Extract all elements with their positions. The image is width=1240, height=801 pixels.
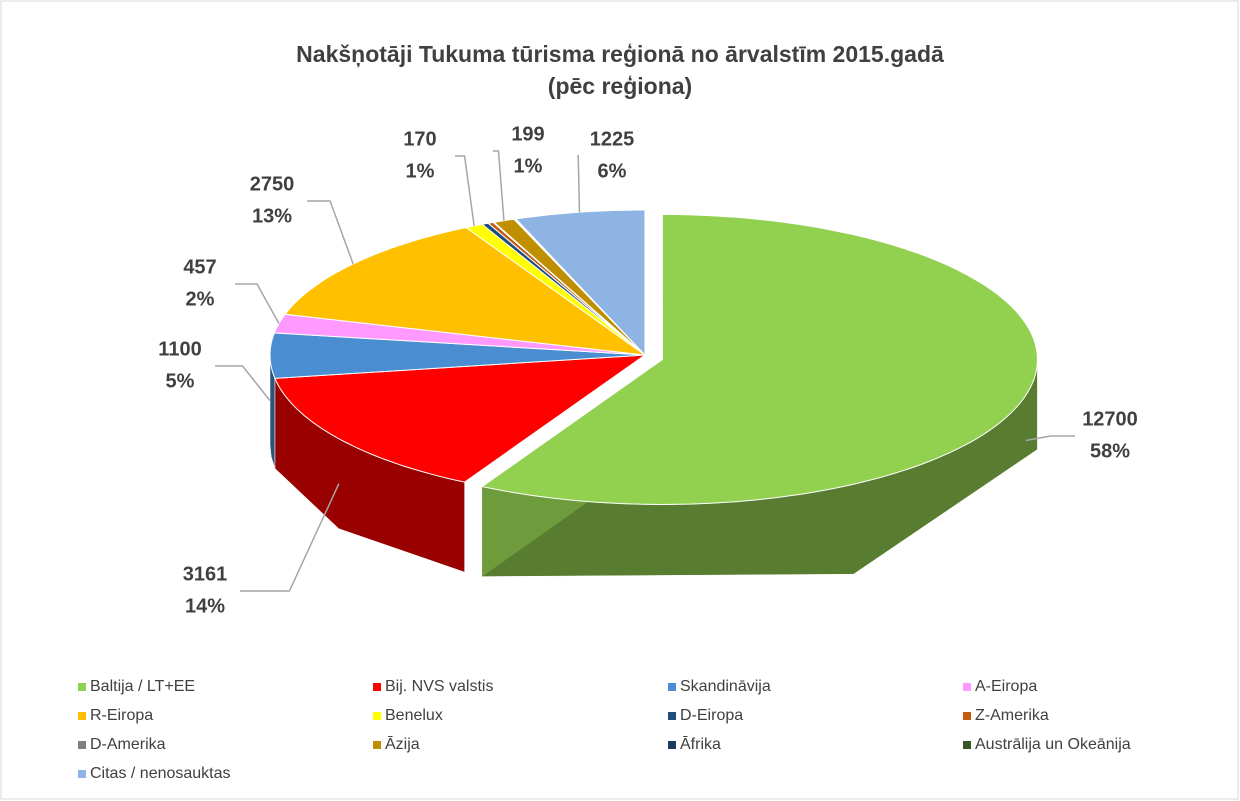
legend-label: D-Amerika [90, 736, 166, 753]
leader-line [240, 483, 340, 592]
legend-label: R-Eiropa [90, 707, 153, 724]
data-label: 2750 [250, 173, 295, 195]
legend-label: A-Eiropa [975, 678, 1037, 695]
legend-swatch [78, 712, 86, 720]
leader-line [577, 155, 581, 213]
slice [274, 354, 647, 483]
data-label: 12700 [1082, 408, 1138, 430]
data-label-percent: 1% [514, 155, 543, 177]
legend-label: Z-Amerika [975, 707, 1049, 724]
legend-label: Skandināvija [680, 678, 771, 695]
legend-swatch [963, 741, 971, 749]
data-label-percent: 1% [406, 160, 435, 182]
leader-line [1025, 435, 1075, 442]
data-label-percent: 13% [252, 205, 292, 227]
legend-label: D-Eiropa [680, 707, 743, 724]
leader-line [307, 200, 354, 265]
slice [269, 332, 646, 379]
data-label: 457 [183, 256, 216, 278]
legend-label: Baltija / LT+EE [90, 678, 195, 695]
legend-swatch [963, 712, 971, 720]
legend-label: Āzija [385, 735, 420, 753]
slice [480, 214, 1038, 506]
data-label: 170 [403, 128, 436, 150]
leader-line [455, 155, 475, 227]
data-label: 3161 [183, 563, 228, 585]
legend-swatch [78, 770, 86, 778]
leader-line [493, 150, 505, 221]
data-label-percent: 14% [185, 595, 225, 617]
leader-line [235, 283, 280, 324]
chart-title: Nakšņotāji Tukuma tūrisma reģionā no ārv… [296, 41, 944, 67]
chart-subtitle: (pēc reģiona) [548, 73, 692, 99]
leader-line [215, 365, 271, 402]
legend-label: Bij. NVS valstis [385, 678, 493, 695]
legend-swatch [668, 683, 676, 691]
legend-swatch [78, 683, 86, 691]
data-label-percent: 6% [598, 160, 627, 182]
legend-label: Āfrika [680, 735, 721, 753]
data-label: 1225 [590, 128, 635, 150]
data-label-percent: 5% [166, 370, 195, 392]
data-label-percent: 58% [1090, 440, 1130, 462]
data-label: 199 [511, 123, 544, 145]
legend-swatch [373, 741, 381, 749]
legend-swatch [668, 712, 676, 720]
legend-swatch [78, 741, 86, 749]
legend-label: Benelux [385, 707, 443, 724]
legend-label: Citas / nenosauktas [90, 765, 231, 782]
legend-label: Austrālija un Okeānija [975, 736, 1131, 753]
legend-swatch [668, 741, 676, 749]
legend-swatch [373, 712, 381, 720]
data-label-percent: 2% [186, 288, 215, 310]
legend-swatch [373, 683, 381, 691]
data-label: 1100 [158, 338, 201, 360]
legend-swatch [963, 683, 971, 691]
